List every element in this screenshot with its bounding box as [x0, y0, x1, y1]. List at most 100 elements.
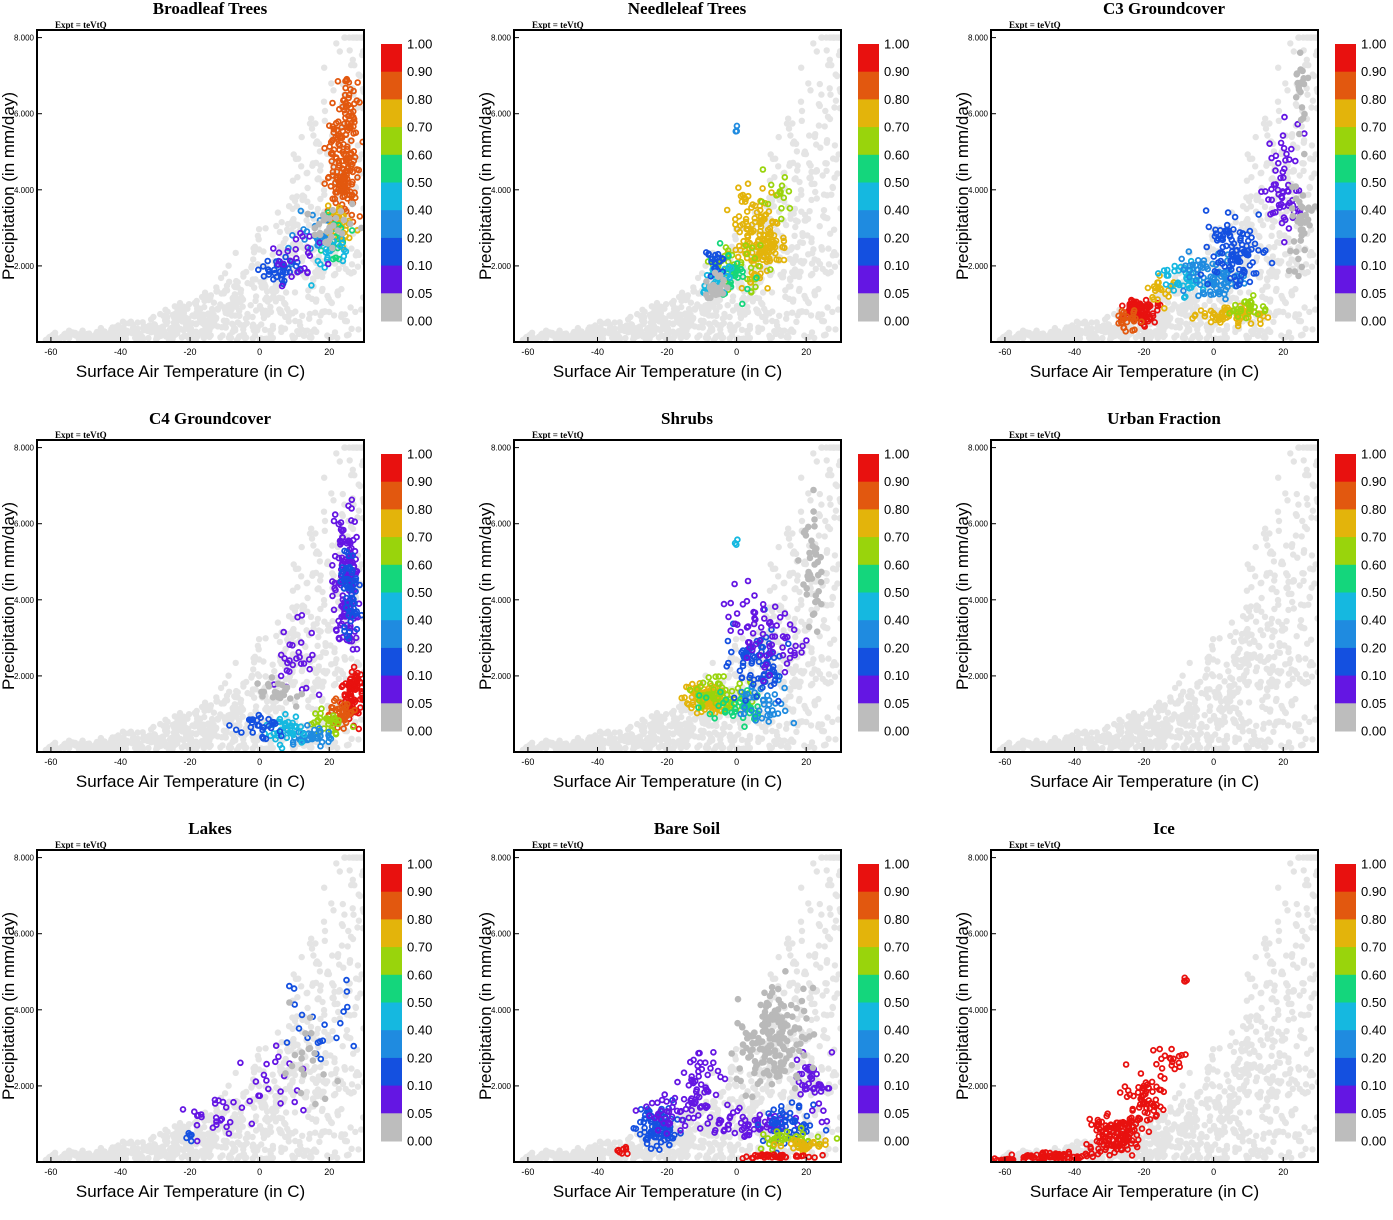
data-point [307, 334, 313, 340]
data-point [326, 203, 331, 208]
data-point [679, 330, 685, 336]
data-point [248, 302, 254, 308]
data-point [298, 573, 304, 579]
data-point [1276, 161, 1281, 166]
x-tick-label: -40 [1068, 347, 1081, 357]
expt-label: Expt = teVtQ [532, 20, 584, 30]
data-point [303, 217, 309, 223]
data-point [1299, 68, 1306, 75]
colorbar-label: 0.05 [1361, 286, 1386, 301]
data-point [1233, 215, 1238, 220]
data-point [355, 80, 360, 85]
data-point [807, 87, 813, 93]
data-point [1293, 159, 1298, 164]
colorbar-segment [381, 127, 402, 155]
data-point [1264, 328, 1270, 334]
data-point [350, 228, 355, 233]
data-point [330, 222, 337, 229]
data-point [308, 204, 314, 210]
x-tick-label: -60 [998, 347, 1011, 357]
data-point [798, 99, 804, 105]
data-point [1062, 326, 1068, 332]
colorbar-label: 0.20 [1361, 230, 1386, 245]
colorbar-label: 1.00 [884, 37, 909, 52]
data-point [1296, 311, 1302, 317]
data-point [718, 331, 724, 337]
data-point [1293, 71, 1300, 78]
data-point [360, 105, 366, 111]
x-tick-label: -40 [114, 347, 127, 357]
data-point [1287, 248, 1294, 255]
data-point [833, 71, 839, 77]
data-point [753, 295, 759, 301]
data-point [1297, 49, 1304, 56]
data-point [1184, 329, 1190, 335]
data-point [282, 314, 288, 320]
data-point [1285, 312, 1291, 318]
data-point [705, 295, 712, 302]
data-point [154, 333, 160, 339]
data-point [627, 314, 633, 320]
data-point [341, 98, 346, 103]
data-point [162, 307, 168, 313]
data-point [273, 633, 279, 639]
data-point [759, 314, 765, 320]
data-point [826, 261, 832, 267]
data-point [787, 189, 792, 194]
data-point [350, 467, 356, 473]
data-point [347, 457, 353, 463]
data-point [1071, 330, 1077, 336]
x-tick-label: -20 [184, 347, 197, 357]
data-point [59, 743, 65, 749]
data-point [641, 319, 647, 325]
data-point [1243, 299, 1248, 304]
data-point [819, 311, 825, 317]
data-point [159, 735, 165, 741]
data-point [360, 496, 366, 502]
data-point [277, 229, 283, 235]
data-point [1301, 247, 1308, 254]
data-point [797, 269, 803, 275]
data-point [349, 261, 355, 267]
data-point [1195, 331, 1201, 337]
data-point [252, 332, 258, 338]
data-point [799, 108, 805, 114]
data-point [1278, 258, 1284, 264]
data-point [233, 278, 239, 284]
data-point [321, 475, 327, 481]
data-point [340, 241, 345, 246]
data-point [1274, 269, 1280, 275]
data-point [745, 209, 750, 214]
data-point [289, 194, 295, 200]
data-point [146, 732, 152, 738]
data-point [536, 333, 542, 339]
data-point [1282, 115, 1287, 120]
data-point [759, 199, 764, 204]
colorbar-segment [1335, 266, 1356, 294]
data-point [218, 275, 224, 281]
data-point [806, 132, 812, 138]
data-point [225, 263, 231, 269]
data-point [631, 333, 637, 339]
data-point [181, 333, 187, 339]
data-point [771, 174, 777, 180]
data-point [1248, 280, 1253, 285]
data-point [323, 643, 329, 649]
data-point [761, 167, 766, 172]
data-point [1194, 267, 1199, 272]
data-point [336, 79, 341, 84]
data-point [682, 310, 688, 316]
data-point [122, 320, 128, 326]
data-point [201, 304, 207, 310]
data-point [1299, 226, 1306, 233]
data-point [1304, 92, 1310, 98]
data-point [164, 729, 170, 735]
data-point [132, 326, 138, 332]
data-point [329, 618, 335, 624]
colorbar-segment [858, 72, 879, 100]
data-point [828, 34, 834, 40]
data-point [1224, 244, 1229, 249]
data-point [229, 711, 235, 717]
data-point [291, 151, 297, 157]
